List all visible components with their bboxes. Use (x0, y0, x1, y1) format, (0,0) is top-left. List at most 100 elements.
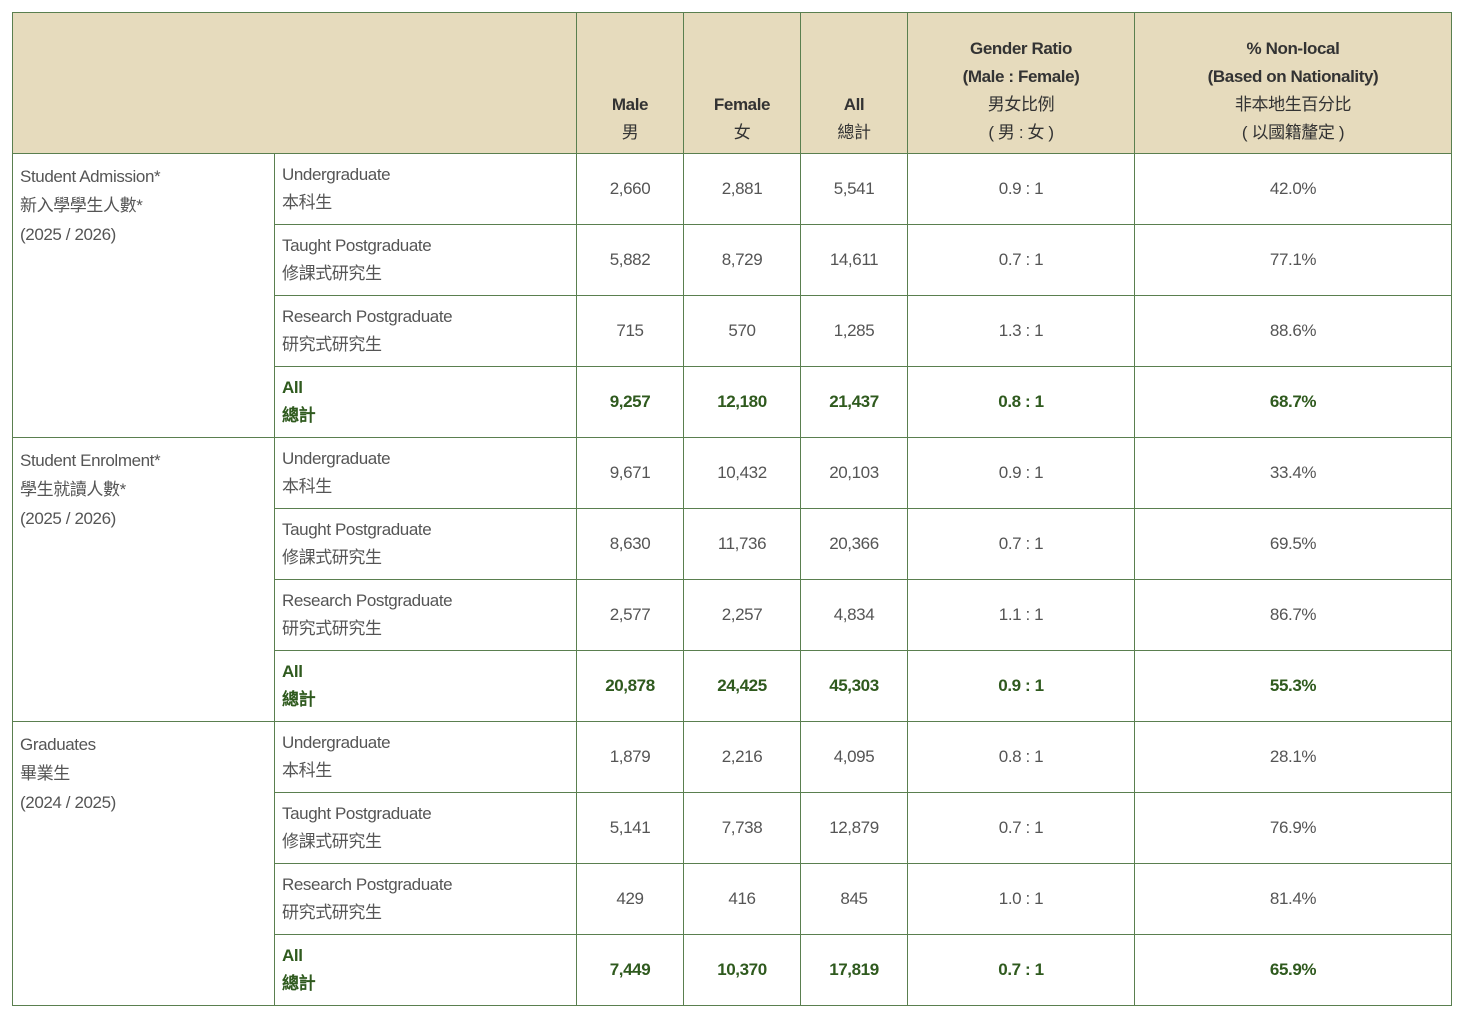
ratio-cell: 1.3 : 1 (907, 295, 1135, 367)
male-cell: 2,577 (576, 579, 684, 651)
ratio-cell: 1.1 : 1 (907, 579, 1135, 651)
ratio-cell: 0.9 : 1 (907, 437, 1135, 509)
nonlocal-cell: 81.4% (1134, 863, 1452, 935)
all-cell: 4,834 (800, 579, 908, 651)
header-blank (12, 12, 577, 154)
all-cell: 1,285 (800, 295, 908, 367)
header-label: % Non-local (1246, 39, 1340, 58)
male-cell: 7,449 (576, 934, 684, 1006)
group-label-zh: 學生就讀人數* (20, 480, 126, 499)
header-label: Female (713, 95, 771, 114)
header-label-zh: 非本地生百分比 (1234, 95, 1352, 114)
all-cell: 45,303 (800, 650, 908, 722)
category-cell: Undergraduate 本科生 (274, 721, 577, 793)
all-cell: 5,541 (800, 153, 908, 225)
header-label: (Based on Nationality) (1207, 67, 1379, 86)
header-row: Male 男 Female 女 All 總計 Gender Ratio (Male : … (12, 12, 1452, 154)
ratio-cell: 0.9 : 1 (907, 650, 1135, 722)
category-label: Undergraduate (282, 449, 391, 468)
category-label: Taught Postgraduate (282, 236, 432, 255)
category-label-zh: 總計 (282, 406, 316, 425)
all-cell: 14,611 (800, 224, 908, 296)
category-label-zh: 本科生 (282, 193, 332, 212)
group-label: Student Admission* (20, 167, 161, 186)
category-label: Undergraduate (282, 165, 391, 184)
group-label-zh: 畢業生 (20, 764, 70, 783)
nonlocal-cell: 69.5% (1134, 508, 1452, 580)
male-cell: 9,671 (576, 437, 684, 509)
nonlocal-cell: 42.0% (1134, 153, 1452, 225)
nonlocal-cell: 33.4% (1134, 437, 1452, 509)
ratio-cell: 0.8 : 1 (907, 366, 1135, 438)
nonlocal-cell: 88.6% (1134, 295, 1452, 367)
category-cell: Research Postgraduate 研究式研究生 (274, 863, 577, 935)
male-cell: 20,878 (576, 650, 684, 722)
male-cell: 2,660 (576, 153, 684, 225)
ratio-cell: 1.0 : 1 (907, 863, 1135, 935)
category-label-zh: 總計 (282, 974, 316, 993)
female-cell: 2,257 (683, 579, 801, 651)
category-cell: All 總計 (274, 650, 577, 722)
category-cell: Taught Postgraduate 修課式研究生 (274, 792, 577, 864)
female-cell: 7,738 (683, 792, 801, 864)
nonlocal-cell: 65.9% (1134, 934, 1452, 1006)
group-year: (2025 / 2026) (20, 225, 116, 244)
category-label-zh: 修課式研究生 (282, 264, 382, 283)
female-cell: 570 (683, 295, 801, 367)
header-label-zh: ( 以國籍釐定 ) (1241, 123, 1345, 142)
group-label: Student Enrolment* (20, 451, 161, 470)
category-cell: Research Postgraduate 研究式研究生 (274, 295, 577, 367)
category-label-zh: 總計 (282, 690, 316, 709)
table-row: Research Postgraduate 研究式研究生 429 416 845 1.0 … (13, 863, 1452, 935)
category-label: Taught Postgraduate (282, 804, 432, 823)
table-row: Research Postgraduate 研究式研究生 2,577 2,257 4,8… (13, 579, 1452, 651)
nonlocal-cell: 28.1% (1134, 721, 1452, 793)
header-label-zh: 總計 (837, 123, 871, 142)
category-label-zh: 研究式研究生 (282, 619, 382, 638)
group-year: (2024 / 2025) (20, 793, 116, 812)
ratio-cell: 0.8 : 1 (907, 721, 1135, 793)
female-cell: 10,432 (683, 437, 801, 509)
male-cell: 429 (576, 863, 684, 935)
ratio-cell: 0.7 : 1 (907, 934, 1135, 1006)
category-label-zh: 研究式研究生 (282, 335, 382, 354)
group-label: Graduates (20, 735, 96, 754)
female-cell: 12,180 (683, 366, 801, 438)
all-cell: 21,437 (800, 366, 908, 438)
category-cell: All 總計 (274, 366, 577, 438)
table-total-row: All 總計 20,878 24,425 45,303 0.9 : 1 55.3% (13, 650, 1452, 722)
table-row: Taught Postgraduate 修課式研究生 8,630 11,736 20,3… (13, 508, 1452, 580)
header-female: Female 女 (683, 12, 801, 154)
female-cell: 24,425 (683, 650, 801, 722)
group-label-zh: 新入學學生人數* (20, 196, 143, 215)
table-row: Student Admission* 新入學學生人數* (2025 / 2026) U… (12, 153, 1452, 438)
male-cell: 5,882 (576, 224, 684, 296)
ratio-cell: 0.7 : 1 (907, 224, 1135, 296)
group-label-cell: Student Admission* 新入學學生人數* (2025 / 2026) (12, 153, 275, 438)
ratio-cell: 0.7 : 1 (907, 508, 1135, 580)
all-cell: 4,095 (800, 721, 908, 793)
header-label-zh: 女 (733, 123, 751, 142)
table-row: Taught Postgraduate 修課式研究生 5,882 8,729 14,61… (13, 224, 1452, 296)
header-label-zh: 男女比例 (987, 95, 1055, 114)
group-label-cell: Student Enrolment* 學生就讀人數* (2025 / 2026) (12, 437, 275, 722)
category-label: Research Postgraduate (282, 875, 453, 894)
student-statistics-table: Male 男 Female 女 All 總計 Gender Ratio (Male : … (12, 12, 1452, 1006)
nonlocal-cell: 86.7% (1134, 579, 1452, 651)
female-cell: 11,736 (683, 508, 801, 580)
header-label-zh: 男 (621, 123, 639, 142)
category-label: All (282, 378, 303, 397)
category-cell: All 總計 (274, 934, 577, 1006)
category-label: Research Postgraduate (282, 591, 453, 610)
all-cell: 845 (800, 863, 908, 935)
female-cell: 8,729 (683, 224, 801, 296)
nonlocal-cell: 68.7% (1134, 366, 1452, 438)
category-label-zh: 本科生 (282, 761, 332, 780)
all-cell: 12,879 (800, 792, 908, 864)
header-label: Gender Ratio (970, 39, 1072, 58)
category-cell: Research Postgraduate 研究式研究生 (274, 579, 577, 651)
header-all: All 總計 (800, 12, 908, 154)
female-cell: 416 (683, 863, 801, 935)
category-label-zh: 本科生 (282, 477, 332, 496)
all-cell: 20,103 (800, 437, 908, 509)
